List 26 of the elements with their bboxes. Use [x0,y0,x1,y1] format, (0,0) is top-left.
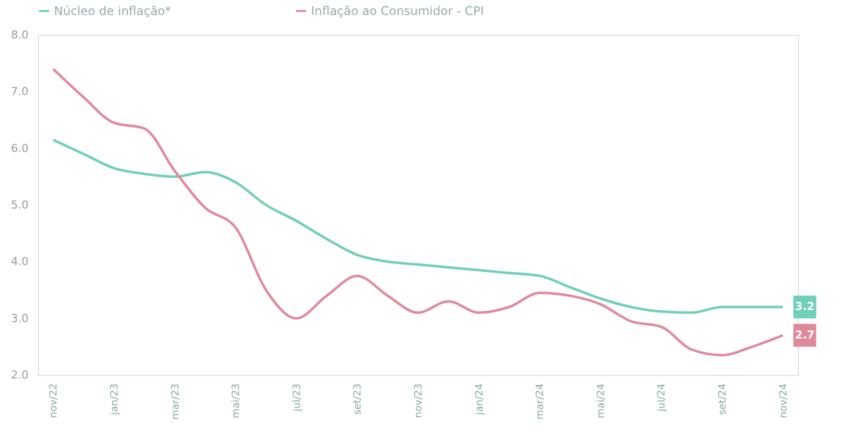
x-tick-label: jan/24 [474,384,486,416]
x-tick-label: jan/23 [110,384,120,416]
x-tick-label: nov/23 [414,384,424,418]
x-tick-label: mar/24 [535,384,546,420]
x-tick-label: set/24 [718,384,728,415]
x-tick-label: jul/23 [292,384,303,412]
x-tick-label: jul/24 [656,384,668,412]
y-tick-label: 5.0 [11,198,28,212]
annotation: 2.7 [795,328,815,342]
y-tick-label: 7.0 [11,85,28,98]
y-tick-label: 2.0 [11,368,28,382]
y-tick-label: 8.0 [11,28,28,42]
annotation: 3.2 [795,300,815,313]
x-tick-label: mai/23 [231,384,242,418]
legend-label: Inflação ao Consumidor - CPI [311,4,484,18]
x-tick-label: mai/24 [596,384,607,418]
x-tick-label: mar/23 [170,384,182,420]
y-tick-label: 3.0 [11,312,28,325]
x-tick-label: set/23 [352,384,364,415]
line-series [52,138,784,314]
legend-label: Núcleo de inflação* [54,4,172,18]
line-series [52,68,784,356]
y-tick-label: 4.0 [11,255,28,268]
x-tick-label: nov/22 [48,384,60,418]
x-tick-label: nov/24 [778,384,790,418]
y-tick-label: 6.0 [11,142,28,155]
